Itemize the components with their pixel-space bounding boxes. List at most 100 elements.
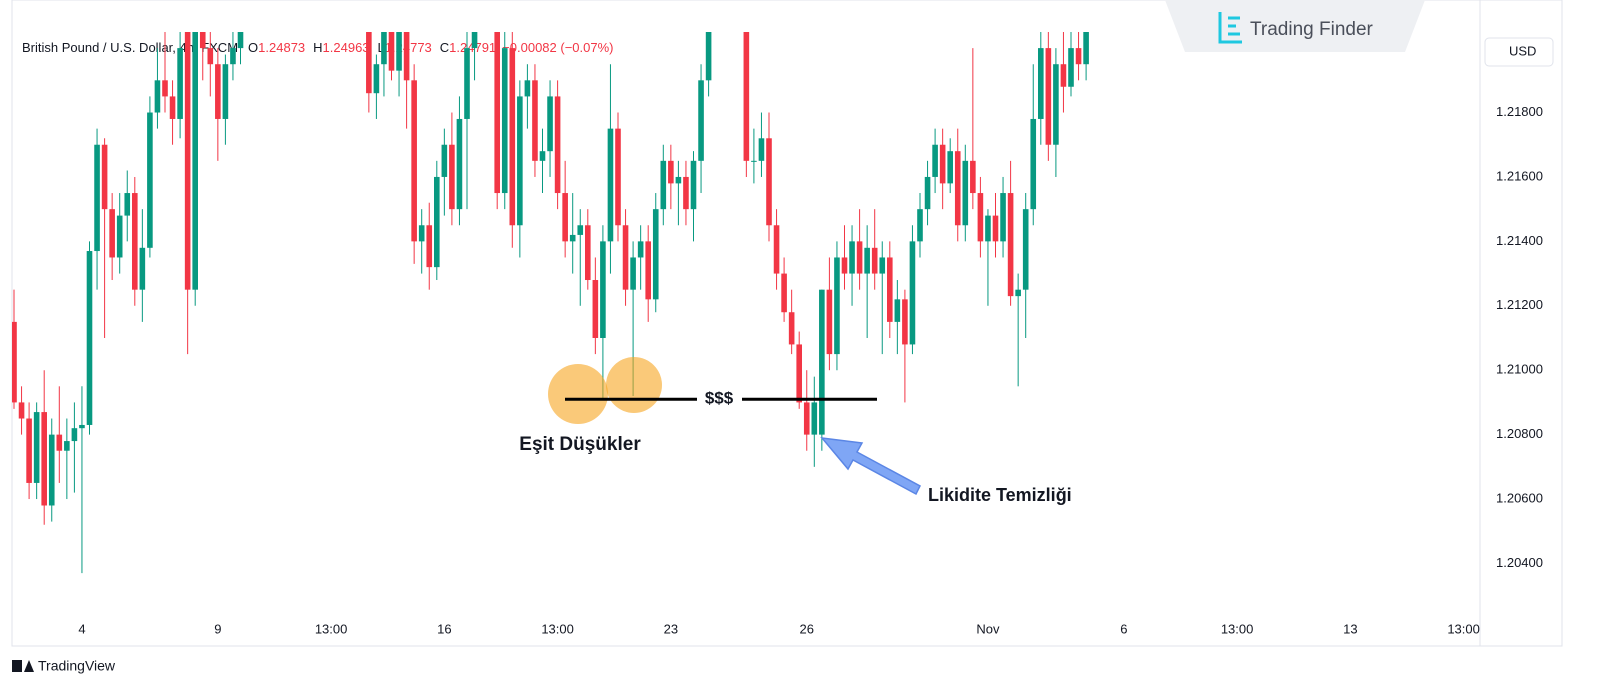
candle-body [132,193,138,290]
candle-body [962,160,969,226]
tv-logo [12,660,34,672]
candle-body [381,32,387,65]
candle-body [758,138,765,161]
currency-box [1484,37,1554,67]
candle-body [879,257,886,274]
x-tick-label: 26 [800,621,814,636]
candle-body [600,241,606,338]
candle-body [1083,32,1089,65]
candle-body [524,80,531,97]
y-tick-label: 1.21800 [1496,104,1543,119]
candle-body [577,225,584,235]
candle-body [683,176,689,210]
x-tick-label: 6 [1120,621,1127,636]
x-tick-label: 16 [437,621,451,636]
candle-body [743,32,750,161]
candle-body [773,225,780,274]
candle-body [902,299,908,345]
ohlc-label: C [440,40,449,55]
candle-body [781,273,787,313]
candle-body [79,424,85,429]
candle-body [554,96,561,194]
candle-body [109,209,115,258]
candle-body [645,241,651,300]
candle-body [192,32,198,290]
currency: USD [1509,43,1536,58]
candle-body [169,96,176,119]
candle-body [441,144,448,177]
candle-body [871,247,878,274]
candles [12,32,1089,574]
brand-badge [1165,0,1425,52]
x-tick-label: 13 [1343,621,1357,636]
candle-body [592,280,599,338]
candle-body [637,241,644,258]
candle-body [970,160,976,194]
candle-body [977,193,984,242]
ohlc-value: 1.24963 [323,40,370,55]
candle-body [434,176,440,268]
candle-body [184,32,191,290]
candle-body [18,402,25,419]
ohlc-value: 1.24873 [258,40,305,55]
candle-body [509,48,516,226]
candle-body [751,160,757,162]
candle-body [1068,48,1074,87]
x-tick-label: 13:00 [1221,621,1254,636]
candle-body [660,160,667,210]
candle-body [124,193,131,216]
x-tick-label: Nov [976,621,1000,636]
candle-body [917,209,923,242]
candle-body [668,160,674,184]
candle-body [373,64,380,94]
candle-body [471,32,478,49]
ohlc-label: O [248,40,258,55]
frame [11,0,1563,647]
candle-body [1022,209,1029,290]
candle-body [690,160,697,210]
arrow [820,437,921,496]
candle-body [766,138,772,226]
candle-body [841,257,848,274]
candle-body [177,48,183,119]
candle-body [116,215,123,258]
candle-body [947,151,953,184]
candle-body [396,32,402,71]
brand-name: Trading Finder [1250,19,1374,40]
candle-body [449,144,455,210]
candle-body [207,48,214,65]
candle-body [562,193,568,242]
candle-body [147,112,153,248]
candle-body [547,96,553,152]
candle-body [864,247,870,274]
candle-body [1015,289,1021,297]
candle-body [607,128,614,242]
candle-body [954,151,961,226]
candle-body [532,80,538,161]
candle-body [411,80,417,242]
candle-body [199,32,206,49]
candle-body [154,80,161,113]
x-tick-label: 4 [78,621,85,636]
candle-body [1038,48,1044,119]
candle-body [501,48,508,194]
candle-body [230,48,236,65]
brand-logo [1218,12,1242,44]
candle-body [705,32,712,81]
candle-body [939,144,946,184]
candle-body [894,299,901,322]
sweep-label: Likidite Temizliği [928,485,1072,505]
ohlc-label: H [313,40,322,55]
candle-body [615,128,621,226]
candle-body [388,32,395,71]
candle-body [652,209,659,300]
footer: TradingView [38,658,116,674]
candle-body [849,241,855,274]
candle-body [698,80,704,161]
candle-body [222,64,229,119]
candle-body [803,402,810,435]
y-tick-label: 1.20600 [1496,490,1543,505]
candle-body [64,441,70,451]
candle-body [86,251,93,425]
